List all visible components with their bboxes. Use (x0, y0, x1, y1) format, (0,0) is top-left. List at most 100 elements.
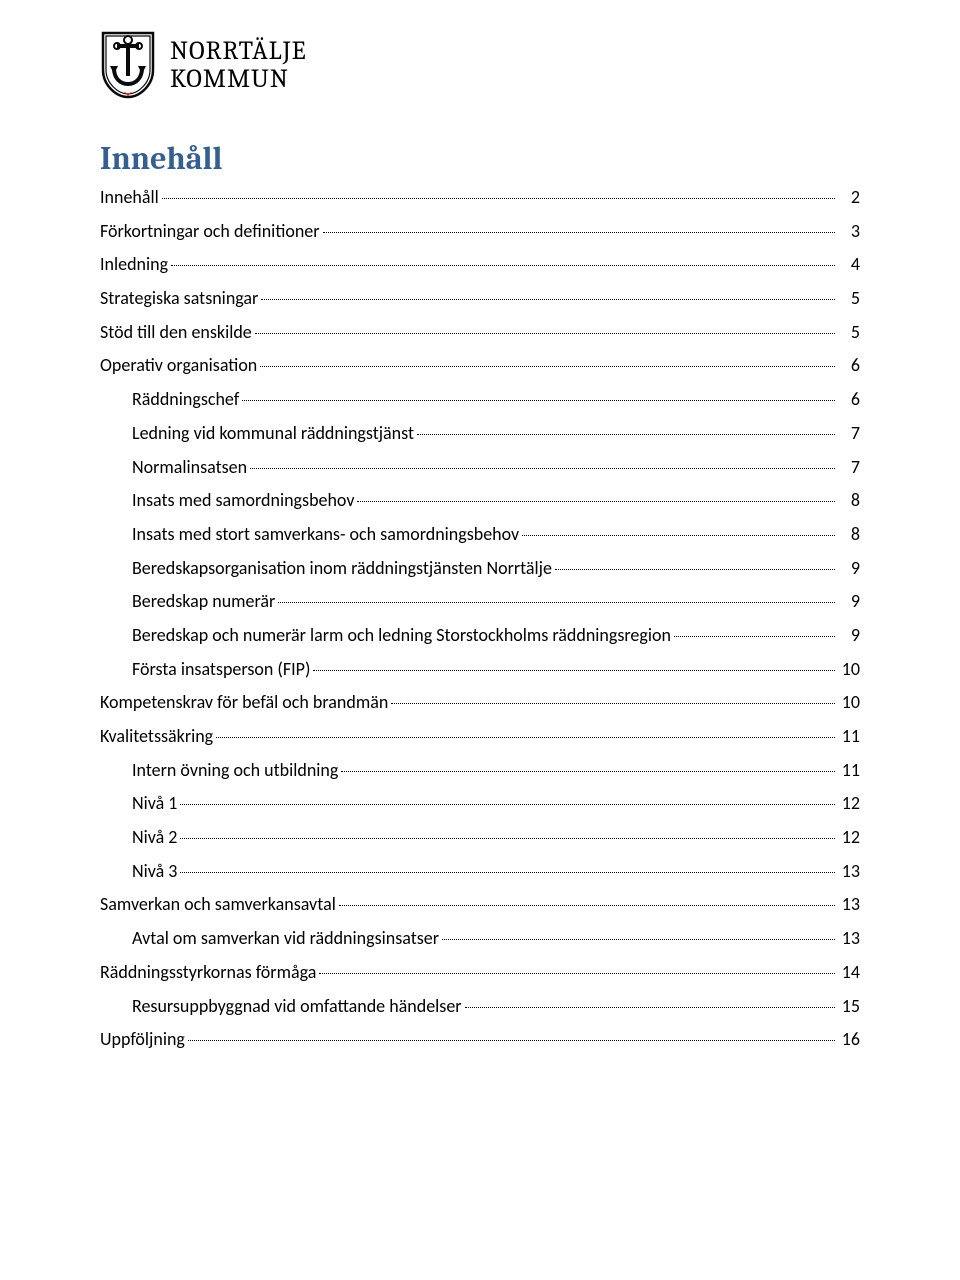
toc-entry-label: Nivå 2 (132, 828, 177, 846)
toc-entry[interactable]: Intern övning och utbildning11 (100, 758, 860, 779)
toc-entry-label: Nivå 1 (132, 794, 177, 812)
toc-entry-page: 3 (838, 222, 860, 240)
toc-entry-page: 5 (838, 323, 860, 341)
toc-entry[interactable]: Uppföljning16 (100, 1027, 860, 1048)
toc-entry-label: Stöd till den enskilde (100, 323, 252, 341)
toc-entry-label: Ledning vid kommunal räddningstjänst (132, 424, 414, 442)
toc-entry[interactable]: Räddningschef 6 (100, 387, 860, 408)
org-name-line2: KOMMUN (170, 66, 307, 92)
toc-leader (442, 922, 835, 940)
toc-leader (250, 451, 835, 469)
toc-entry[interactable]: Beredskap och numerär larm och ledning S… (100, 623, 860, 644)
toc-leader (417, 417, 835, 435)
toc-entry[interactable]: Kompetenskrav för befäl och brandmän 10 (100, 690, 860, 711)
toc-entry-label: Innehåll (100, 188, 159, 206)
toc-entry[interactable]: Nivå 2 12 (100, 825, 860, 846)
toc-entry-label: Operativ organisation (100, 356, 257, 374)
toc-leader (180, 821, 835, 839)
toc-leader (180, 787, 835, 805)
toc-entry-label: Samverkan och samverkansavtal (100, 895, 336, 913)
toc-leader (260, 349, 835, 367)
toc-entry-page: 13 (838, 862, 860, 880)
toc-entry-label: Första insatsperson (FIP) (132, 660, 310, 678)
toc-entry-label: Räddningschef (132, 390, 239, 408)
toc-entry[interactable]: Kvalitetssäkring 11 (100, 724, 860, 745)
toc-entry-label: Kompetenskrav för befäl och brandmän (100, 693, 388, 711)
toc-entry-page: 9 (838, 559, 860, 577)
toc-entry[interactable]: Insats med stort samverkans- och samordn… (100, 522, 860, 543)
toc-entry-page: 16 (838, 1030, 860, 1048)
toc-entry-label: Inledning (100, 255, 168, 273)
toc-leader (319, 956, 835, 974)
toc-entry[interactable]: Ledning vid kommunal räddningstjänst 7 (100, 421, 860, 442)
org-logo-text: NORRTÄLJE KOMMUN (170, 38, 307, 92)
toc-entry-label: Beredskapsorganisation inom räddningstjä… (132, 559, 552, 577)
document-page: NORRTÄLJE KOMMUN Innehåll Innehåll 2 Förko… (0, 0, 960, 1280)
toc-entry-page: 2 (838, 188, 860, 206)
toc-leader (171, 248, 835, 266)
org-name-line1: NORRTÄLJE (170, 38, 307, 64)
toc-entry-label: Räddningsstyrkornas förmåga (100, 963, 316, 981)
toc-entry-label: Insats med samordningsbehov (132, 491, 354, 509)
toc-entry-page: 7 (838, 458, 860, 476)
toc-entry[interactable]: Nivå 1 12 (100, 791, 860, 812)
toc-leader (341, 754, 835, 772)
toc-entry-page: 11 (838, 761, 860, 779)
toc-entry-page: 9 (838, 592, 860, 610)
toc-leader (180, 855, 835, 873)
toc-entry[interactable]: Avtal om samverkan vid räddningsinsatser… (100, 926, 860, 947)
toc-entry-page: 10 (838, 660, 860, 678)
toc-entry-page: 4 (838, 255, 860, 273)
toc-entry-page: 5 (838, 289, 860, 307)
toc-leader (162, 181, 835, 199)
toc-entry-page: 15 (838, 997, 860, 1015)
toc-leader (278, 585, 835, 603)
toc-entry-label: Normalinsatsen (132, 458, 247, 476)
toc-leader (465, 990, 835, 1008)
toc-entry-page: 13 (838, 895, 860, 913)
toc-entry[interactable]: Beredskapsorganisation inom räddningstjä… (100, 556, 860, 577)
toc-entry-page: 8 (838, 525, 860, 543)
toc-entry-page: 13 (838, 929, 860, 947)
toc-entry-label: Kvalitetssäkring (100, 727, 213, 745)
toc-entry-label: Strategiska satsningar (100, 289, 258, 307)
toc-entry[interactable]: Operativ organisation6 (100, 353, 860, 374)
toc-entry-page: 14 (838, 963, 860, 981)
toc-entry[interactable]: Räddningsstyrkornas förmåga 14 (100, 960, 860, 981)
toc-entry-label: Beredskap och numerär larm och ledning S… (132, 626, 671, 644)
toc-leader (391, 686, 835, 704)
toc-entry[interactable]: Stöd till den enskilde 5 (100, 320, 860, 341)
shield-icon (100, 30, 156, 100)
toc-entry[interactable]: Beredskap numerär 9 (100, 589, 860, 610)
toc-leader (339, 888, 835, 906)
org-logo: NORRTÄLJE KOMMUN (100, 30, 860, 100)
toc-entry[interactable]: Första insatsperson (FIP) 10 (100, 657, 860, 678)
toc-entry-label: Förkortningar och definitioner (100, 222, 320, 240)
toc-entry[interactable]: Normalinsatsen 7 (100, 455, 860, 476)
toc-entry[interactable]: Insats med samordningsbehov8 (100, 488, 860, 509)
toc-entry-label: Insats med stort samverkans- och samordn… (132, 525, 519, 543)
toc-leader (255, 316, 835, 334)
toc-entry[interactable]: Förkortningar och definitioner 3 (100, 219, 860, 240)
toc-entry-label: Beredskap numerär (132, 592, 275, 610)
toc-entry-label: Resursuppbyggnad vid omfattande händelse… (132, 997, 462, 1015)
toc-leader (216, 720, 835, 738)
toc-entry[interactable]: Inledning 4 (100, 252, 860, 273)
toc-entry[interactable]: Strategiska satsningar 5 (100, 286, 860, 307)
toc-entry-page: 12 (838, 794, 860, 812)
toc-entry-page: 10 (838, 693, 860, 711)
page-title: Innehåll (100, 140, 860, 177)
toc-entry[interactable]: Samverkan och samverkansavtal 13 (100, 892, 860, 913)
toc-entry-page: 12 (838, 828, 860, 846)
toc-entry[interactable]: Nivå 313 (100, 859, 860, 880)
toc-entry-page: 6 (838, 390, 860, 408)
toc-entry-page: 7 (838, 424, 860, 442)
toc-entry[interactable]: Innehåll 2 (100, 185, 860, 206)
toc-leader (242, 383, 835, 401)
toc-leader (323, 215, 835, 233)
toc-entry-page: 11 (838, 727, 860, 745)
toc-entry[interactable]: Resursuppbyggnad vid omfattande händelse… (100, 994, 860, 1015)
toc-leader (522, 518, 835, 536)
toc-leader (261, 282, 835, 300)
toc-leader (313, 653, 835, 671)
